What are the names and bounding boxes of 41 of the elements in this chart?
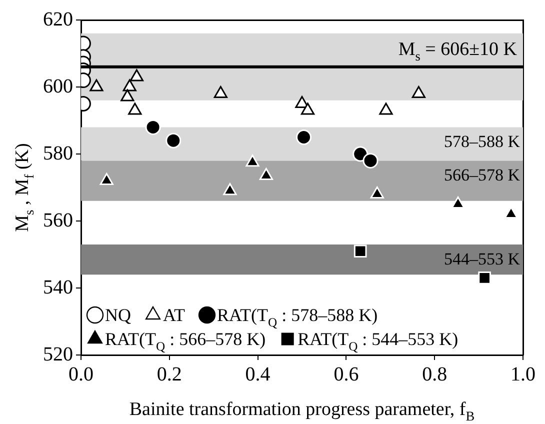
legend-label: AT (163, 305, 185, 325)
point (478, 272, 491, 284)
point (246, 154, 260, 167)
point (214, 86, 228, 98)
point (259, 168, 274, 180)
x-tick-label: 1.0 (510, 363, 536, 386)
point (362, 152, 378, 168)
point (412, 86, 426, 98)
point (504, 206, 518, 219)
point (128, 102, 142, 115)
point (370, 186, 384, 198)
y-tick-label: 600 (43, 75, 73, 98)
legend-label: NQ (105, 305, 131, 325)
x-tick-label: 0.2 (156, 363, 182, 386)
point (296, 130, 312, 145)
point (300, 102, 315, 115)
band-label: 578–588 K (444, 132, 521, 152)
point (379, 102, 393, 115)
point (100, 173, 114, 186)
band-label: 566–578 K (444, 166, 521, 185)
y-tick-label: 540 (43, 276, 73, 298)
y-tick-label: 580 (43, 142, 73, 164)
point (90, 79, 104, 92)
y-tick-label: 620 (43, 8, 73, 30)
x-tick-label: 0.0 (68, 363, 94, 386)
point (223, 183, 237, 196)
point (122, 79, 136, 92)
band-label: 544–553 K (444, 249, 521, 268)
x-tick-label: 0.6 (334, 363, 359, 386)
x-tick-label: 0.4 (245, 363, 270, 386)
point (166, 132, 182, 148)
x-tick-label: 0.8 (422, 363, 448, 386)
point (451, 196, 465, 208)
y-tick-label: 560 (43, 209, 73, 232)
point (354, 244, 367, 258)
y-tick-label: 520 (43, 343, 73, 366)
y-axis-title: Ms , Mf (K) (12, 143, 37, 232)
point (120, 89, 134, 102)
point (295, 96, 309, 108)
point (130, 69, 144, 82)
point (145, 119, 161, 135)
